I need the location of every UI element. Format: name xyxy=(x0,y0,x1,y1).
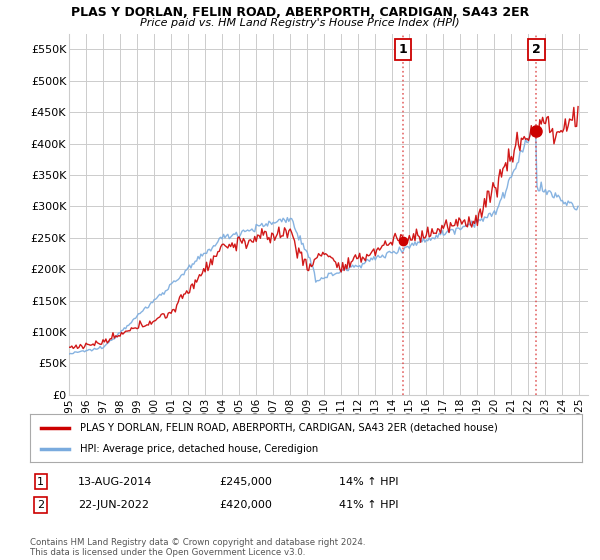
Text: 2: 2 xyxy=(532,43,541,56)
Text: £420,000: £420,000 xyxy=(219,500,272,510)
Text: 41% ↑ HPI: 41% ↑ HPI xyxy=(339,500,398,510)
Text: PLAS Y DORLAN, FELIN ROAD, ABERPORTH, CARDIGAN, SA43 2ER: PLAS Y DORLAN, FELIN ROAD, ABERPORTH, CA… xyxy=(71,6,529,18)
Text: 2: 2 xyxy=(37,500,44,510)
Text: HPI: Average price, detached house, Ceredigion: HPI: Average price, detached house, Cere… xyxy=(80,444,318,454)
Text: 14% ↑ HPI: 14% ↑ HPI xyxy=(339,477,398,487)
Text: Price paid vs. HM Land Registry's House Price Index (HPI): Price paid vs. HM Land Registry's House … xyxy=(140,18,460,28)
Text: 22-JUN-2022: 22-JUN-2022 xyxy=(78,500,149,510)
Text: £245,000: £245,000 xyxy=(219,477,272,487)
Text: PLAS Y DORLAN, FELIN ROAD, ABERPORTH, CARDIGAN, SA43 2ER (detached house): PLAS Y DORLAN, FELIN ROAD, ABERPORTH, CA… xyxy=(80,423,497,433)
Text: 13-AUG-2014: 13-AUG-2014 xyxy=(78,477,152,487)
Text: 1: 1 xyxy=(37,477,44,487)
Text: 1: 1 xyxy=(398,43,407,56)
Text: Contains HM Land Registry data © Crown copyright and database right 2024.
This d: Contains HM Land Registry data © Crown c… xyxy=(30,538,365,557)
